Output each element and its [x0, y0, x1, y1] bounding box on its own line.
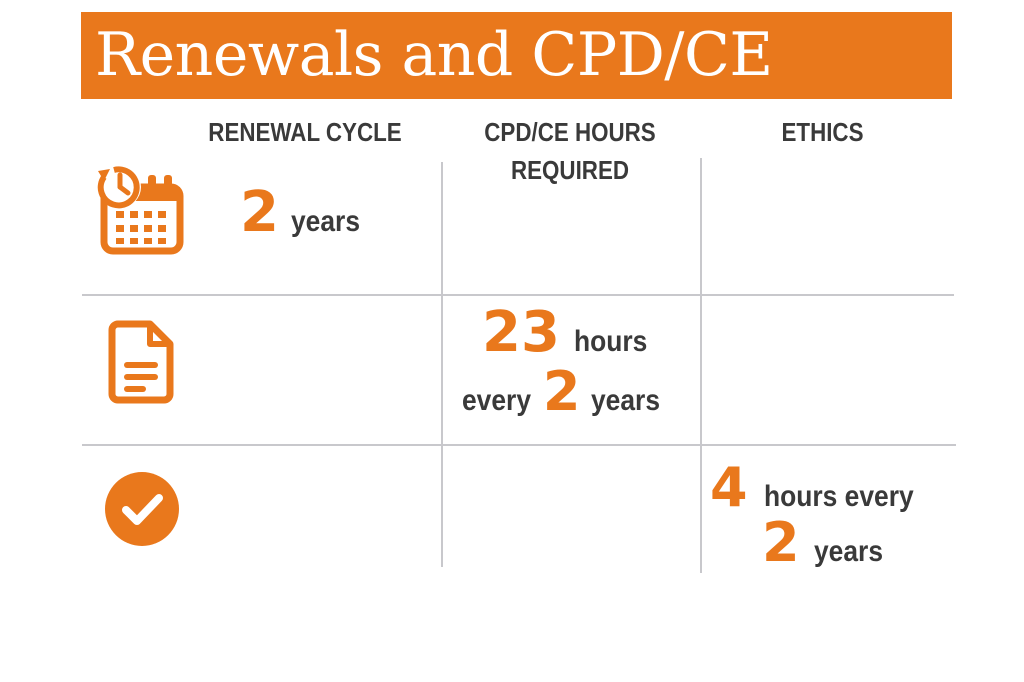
renewal-years-number: 2 — [240, 180, 279, 245]
document-icon — [108, 320, 174, 404]
calendar-clock-icon — [92, 163, 186, 255]
ethics-every-number: 2 — [762, 511, 800, 574]
cpd-hours-number: 23 — [482, 300, 560, 365]
cpd-every-unit: years — [590, 384, 660, 417]
cpd-every-number: 2 — [542, 360, 581, 423]
column-header-renewal-cycle: RENEWAL CYCLE — [208, 117, 402, 147]
grid-divider — [700, 158, 702, 573]
ethics-period: 2 years — [762, 511, 892, 574]
cpd-period: every 2 years — [462, 360, 669, 423]
title-banner: Renewals and CPD/CE — [81, 12, 952, 99]
ethics-hours-number: 4 — [710, 456, 748, 519]
cpd-hours-unit: hours — [574, 325, 648, 358]
page-title: Renewals and CPD/CE — [95, 20, 773, 90]
grid-divider — [441, 162, 443, 567]
checkmark-icon — [104, 471, 180, 547]
column-header-cpd-line1: CPD/CE HOURS — [484, 117, 656, 147]
ethics-hours-value: 4 hours every — [710, 456, 934, 519]
grid-divider — [82, 444, 956, 446]
column-header-cpd-line2: REQUIRED — [510, 155, 630, 185]
grid-divider — [82, 294, 954, 296]
ethics-every-unit: years — [814, 535, 884, 568]
column-header-ethics: ETHICS — [781, 117, 864, 147]
ethics-hours-unit: hours every — [764, 480, 914, 513]
renewal-years-unit: years — [291, 205, 361, 238]
renewal-cycle-value: 2 years — [240, 180, 370, 245]
column-header-cpd-hours: CPD/CE HOURS REQUIRED — [463, 113, 678, 189]
cpd-every-label: every — [462, 384, 532, 417]
cpd-hours-value: 23 hours — [482, 300, 658, 365]
